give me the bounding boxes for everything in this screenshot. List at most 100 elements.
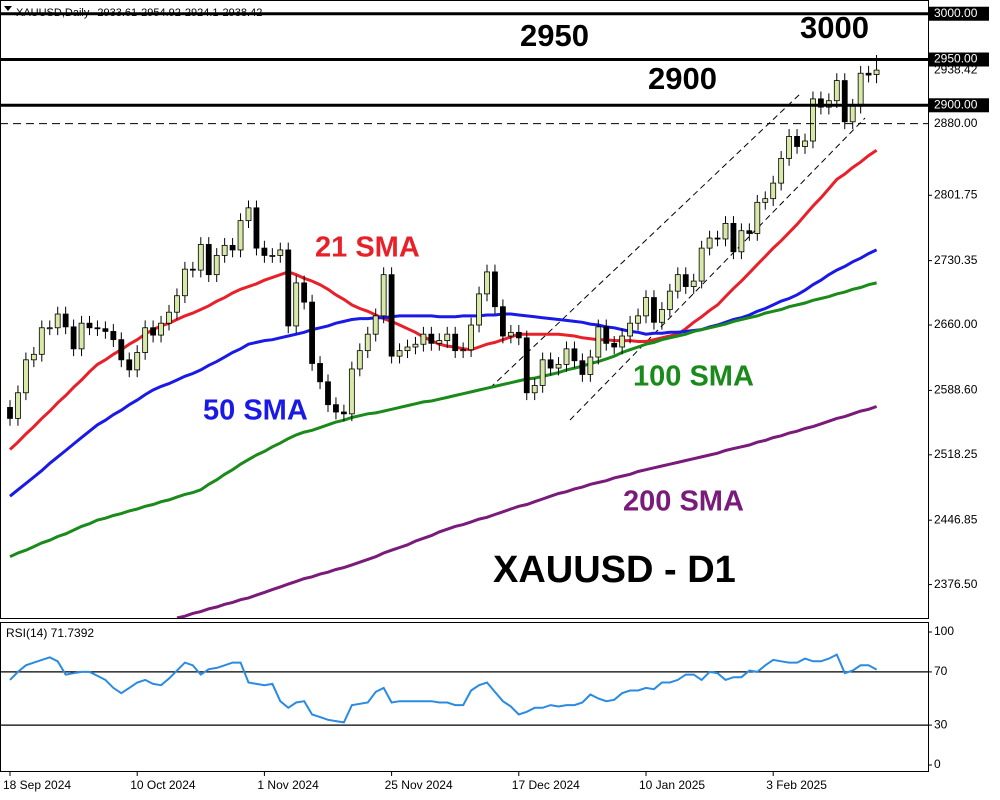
candle-body	[7, 407, 13, 419]
level-box	[929, 52, 989, 67]
candle-body	[150, 327, 157, 336]
candle-body	[261, 247, 268, 256]
level-label: 2880.00	[934, 116, 978, 130]
level-box	[929, 116, 989, 131]
x-tick-label: 18 Sep 2024	[3, 778, 71, 792]
candle-body	[197, 244, 204, 271]
y-tick-label: 2660.00	[934, 317, 978, 331]
rsi-tick-label: 30	[934, 717, 948, 731]
candle-body	[221, 244, 228, 256]
candle-body	[666, 290, 673, 310]
candle-body	[802, 140, 808, 147]
channel-line	[569, 117, 866, 421]
candle-body	[444, 333, 451, 341]
candle-body	[786, 136, 792, 159]
candle-body	[452, 333, 459, 352]
candle-body	[404, 346, 411, 352]
candle-body	[420, 333, 427, 345]
candle-body	[595, 326, 602, 358]
candle-body	[484, 271, 490, 295]
candle-body	[189, 268, 196, 271]
level-annotation: 3000	[800, 10, 869, 45]
candle-body	[738, 230, 745, 253]
candle-body	[436, 340, 443, 344]
rsi-tick-label: 70	[934, 664, 948, 678]
candle-body	[102, 328, 109, 332]
candle-body	[873, 69, 880, 75]
y-tick-label: 2801.75	[934, 187, 978, 201]
candle-body	[301, 282, 308, 303]
candle-body	[643, 297, 649, 317]
candle-body	[674, 274, 681, 292]
candle-body	[380, 274, 387, 317]
level-label: 3000.00	[934, 6, 978, 20]
rsi-tick-label: 100	[934, 624, 954, 638]
candle-body	[587, 356, 594, 375]
sma-line	[9, 281, 877, 559]
candle-body	[476, 293, 482, 326]
candle-body	[706, 237, 713, 249]
x-tick-label: 25 Nov 2024	[385, 778, 453, 792]
candle-body	[651, 297, 657, 323]
candle-body	[714, 237, 721, 240]
candle-body	[86, 322, 93, 329]
x-tick-label: 10 Oct 2024	[130, 778, 196, 792]
y-tick-label: 2730.35	[934, 253, 978, 267]
level-box	[929, 98, 989, 113]
candle-body	[213, 255, 220, 276]
candle-body	[205, 244, 212, 276]
candle-body	[619, 335, 626, 348]
candle-body	[118, 339, 125, 361]
rsi-line	[9, 653, 878, 724]
sma-label: 50 SMA	[203, 395, 308, 427]
candle-body	[523, 337, 530, 394]
level-label: 2950.00	[934, 52, 978, 66]
candle-body	[730, 222, 737, 253]
rsi-tick-label: 0	[934, 757, 941, 771]
candle-body	[539, 359, 546, 386]
candle-body	[547, 359, 554, 369]
candle-body	[810, 98, 816, 142]
candle-body	[611, 342, 618, 348]
x-tick-label: 10 Jan 2025	[639, 778, 705, 792]
candle-body	[627, 322, 633, 337]
candle-body	[325, 381, 331, 406]
candle-body	[158, 322, 164, 336]
candle-body	[722, 222, 729, 240]
price-panel	[0, 0, 929, 619]
sma-label: 200 SMA	[623, 486, 744, 518]
candle-body	[396, 350, 403, 357]
candle-body	[174, 295, 180, 313]
last-price-box	[929, 63, 989, 78]
candle-body	[340, 411, 347, 415]
candle-body	[499, 306, 506, 337]
candle-body	[841, 80, 848, 123]
candle-body	[22, 359, 29, 394]
candle-body	[30, 353, 37, 361]
candle-body	[492, 271, 498, 308]
candle-body	[134, 352, 141, 371]
candle-body	[635, 315, 641, 324]
candle-body	[388, 274, 395, 357]
candle-body	[746, 230, 753, 234]
candle-body	[166, 311, 172, 324]
candle-body	[468, 324, 475, 351]
y-tick-label: 2446.85	[934, 512, 978, 526]
candle-body	[253, 207, 260, 249]
candle-body	[794, 136, 800, 147]
candle-body	[778, 157, 785, 184]
candle-body	[555, 363, 562, 369]
candle-body	[428, 333, 435, 344]
candle-body	[507, 331, 514, 337]
candle-body	[412, 343, 419, 348]
candle-body	[94, 327, 101, 330]
rsi-plot	[9, 653, 878, 724]
candle-body	[333, 404, 339, 413]
rsi-panel	[0, 622, 929, 772]
channel-line	[489, 93, 801, 389]
candle-body	[865, 72, 872, 76]
candle-body	[531, 385, 538, 394]
candle-body	[563, 348, 570, 365]
x-tick-label: 1 Nov 2024	[257, 778, 319, 792]
